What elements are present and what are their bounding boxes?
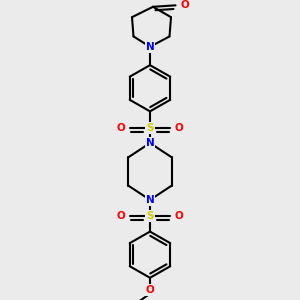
Text: N: N xyxy=(146,42,154,52)
Text: O: O xyxy=(117,123,126,133)
Text: S: S xyxy=(146,123,154,133)
Text: O: O xyxy=(174,123,183,133)
Text: O: O xyxy=(146,285,154,295)
Text: O: O xyxy=(180,0,189,10)
Text: O: O xyxy=(117,211,126,221)
Text: N: N xyxy=(146,195,154,205)
Text: N: N xyxy=(146,138,154,148)
Text: O: O xyxy=(174,211,183,221)
Text: S: S xyxy=(146,211,154,221)
